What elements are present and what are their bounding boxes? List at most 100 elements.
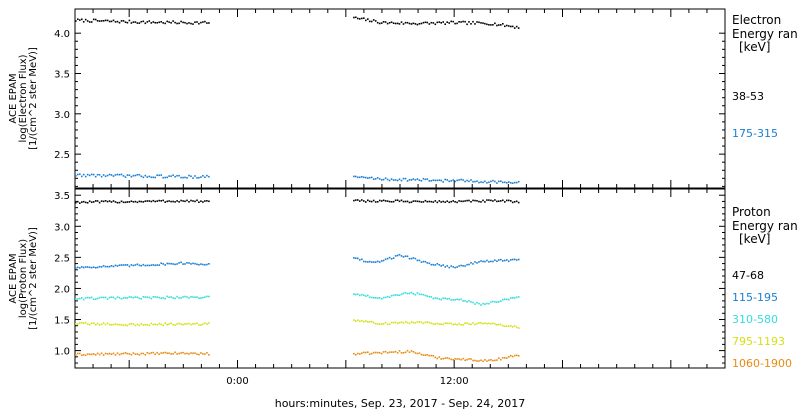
data-point (510, 324, 512, 327)
data-point (456, 22, 458, 25)
data-point (81, 201, 83, 203)
data-point (357, 17, 359, 20)
data-point (124, 201, 127, 204)
data-point (196, 296, 198, 298)
data-point (388, 22, 391, 24)
data-point (396, 254, 399, 257)
data-point (152, 264, 155, 266)
data-point (458, 322, 460, 325)
data-point (138, 324, 141, 327)
data-point (100, 175, 103, 178)
plot-frame (74, 8, 726, 189)
data-point (420, 293, 423, 296)
data-point (446, 200, 448, 202)
data-point (432, 323, 435, 325)
data-point (510, 259, 512, 261)
data-point (98, 353, 101, 356)
data-point (124, 324, 127, 326)
data-point (408, 257, 411, 260)
data-point (172, 20, 174, 22)
data-point (400, 352, 403, 354)
data-point (146, 352, 149, 354)
data-point (81, 18, 83, 21)
data-point (168, 323, 170, 325)
data-point (365, 295, 367, 297)
data-point (432, 179, 435, 181)
data-point (440, 201, 442, 203)
data-point (192, 262, 194, 265)
data-point (170, 22, 172, 24)
data-point (402, 292, 405, 295)
data-point (386, 352, 389, 354)
data-point (406, 349, 409, 352)
data-point (178, 262, 180, 264)
data-point (494, 301, 496, 303)
data-point (353, 293, 355, 295)
data-point (106, 200, 109, 203)
data-point (138, 264, 141, 267)
data-point (96, 200, 99, 202)
data-point (118, 323, 121, 326)
data-point (500, 358, 502, 361)
data-point (146, 176, 149, 178)
data-point (384, 200, 387, 202)
data-point (472, 359, 474, 362)
data-point (361, 176, 363, 178)
data-point (424, 199, 427, 202)
data-point (150, 22, 153, 24)
data-point (162, 352, 164, 354)
data-point (370, 320, 373, 323)
data-point (380, 352, 383, 355)
data-point (418, 23, 421, 25)
legend-entry: 38-53 (732, 90, 764, 103)
data-point (456, 323, 458, 326)
data-point (82, 298, 85, 301)
data-point (122, 175, 125, 177)
data-point (363, 320, 365, 323)
data-point (478, 200, 480, 203)
y-tick-label: 1.0 (54, 347, 70, 358)
data-point (468, 358, 470, 360)
series-47-68 (75, 199, 520, 204)
data-point (122, 352, 125, 355)
data-point (154, 296, 156, 298)
data-point (478, 21, 480, 24)
data-point (472, 263, 474, 265)
data-point (114, 297, 117, 300)
data-point (500, 300, 502, 302)
data-point (412, 22, 415, 25)
data-point (156, 296, 158, 298)
data-point (116, 323, 119, 326)
data-point (114, 264, 117, 267)
data-point (442, 21, 444, 23)
data-point (466, 358, 468, 361)
data-point (164, 322, 166, 324)
data-point (176, 22, 178, 25)
data-point (486, 23, 488, 26)
data-point (460, 178, 462, 181)
data-point (402, 256, 405, 258)
data-point (458, 298, 460, 301)
data-point (511, 258, 514, 261)
data-point (202, 175, 204, 177)
data-point (388, 179, 391, 182)
data-point (382, 296, 385, 299)
data-point (106, 19, 109, 22)
data-point (374, 20, 377, 22)
data-point (178, 174, 180, 177)
data-point (168, 175, 170, 177)
data-point (434, 297, 437, 299)
data-point (168, 262, 170, 265)
data-point (118, 296, 121, 299)
data-point (120, 173, 123, 176)
data-point (361, 17, 363, 20)
data-point (396, 22, 399, 25)
data-point (508, 199, 510, 202)
data-point (92, 298, 95, 300)
data-point (515, 181, 518, 184)
data-point (428, 354, 431, 357)
data-point (452, 359, 454, 361)
data-point (357, 293, 359, 295)
series-38-53 (75, 16, 520, 29)
data-point (426, 200, 429, 203)
